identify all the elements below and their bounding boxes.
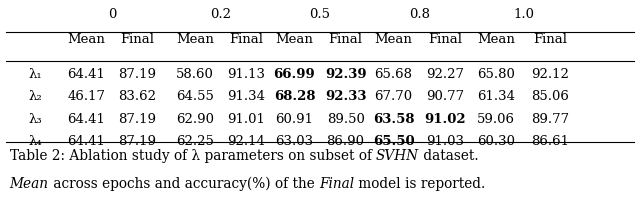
Text: 64.41: 64.41 (67, 68, 106, 81)
Text: 60.30: 60.30 (477, 135, 515, 148)
Text: 65.80: 65.80 (477, 68, 515, 81)
Text: Mean: Mean (10, 177, 49, 191)
Text: 91.02: 91.02 (424, 113, 466, 126)
Text: 64.41: 64.41 (67, 135, 106, 148)
Text: 90.77: 90.77 (426, 90, 464, 103)
Text: 87.19: 87.19 (118, 135, 157, 148)
Text: 83.62: 83.62 (118, 90, 157, 103)
Text: 89.50: 89.50 (326, 113, 365, 126)
Text: Final: Final (328, 34, 363, 46)
Text: Final: Final (120, 34, 155, 46)
Text: λ₂: λ₂ (29, 90, 42, 103)
Text: 92.39: 92.39 (324, 68, 367, 81)
Text: 58.60: 58.60 (176, 68, 214, 81)
Text: dataset.: dataset. (419, 149, 479, 163)
Text: 62.90: 62.90 (176, 113, 214, 126)
Text: 62.25: 62.25 (176, 135, 214, 148)
Text: λ₁: λ₁ (29, 68, 42, 81)
Text: 64.41: 64.41 (67, 113, 106, 126)
Text: 92.12: 92.12 (531, 68, 570, 81)
Text: Final: Final (229, 34, 264, 46)
Text: 0.2: 0.2 (211, 8, 231, 21)
Text: 86.61: 86.61 (531, 135, 570, 148)
Text: 60.91: 60.91 (275, 113, 314, 126)
Text: 65.68: 65.68 (374, 68, 413, 81)
Text: 87.19: 87.19 (118, 113, 157, 126)
Text: 92.14: 92.14 (227, 135, 266, 148)
Text: 0.5: 0.5 (310, 8, 330, 21)
Text: Mean: Mean (374, 34, 413, 46)
Text: 1.0: 1.0 (513, 8, 534, 21)
Text: Final: Final (533, 34, 568, 46)
Text: 65.50: 65.50 (372, 135, 415, 148)
Text: λ₃: λ₃ (29, 113, 42, 126)
Text: λ₄: λ₄ (29, 135, 42, 148)
Text: 67.70: 67.70 (374, 90, 413, 103)
Text: Mean: Mean (67, 34, 106, 46)
Text: 63.58: 63.58 (373, 113, 414, 126)
Text: 92.27: 92.27 (426, 68, 464, 81)
Text: Mean: Mean (176, 34, 214, 46)
Text: 91.34: 91.34 (227, 90, 266, 103)
Text: 66.99: 66.99 (273, 68, 316, 81)
Text: 64.55: 64.55 (176, 90, 214, 103)
Text: 0: 0 (108, 8, 116, 21)
Text: Table 2: Ablation study of λ parameters on subset of: Table 2: Ablation study of λ parameters … (10, 149, 376, 163)
Text: 46.17: 46.17 (67, 90, 106, 103)
Text: 63.03: 63.03 (275, 135, 314, 148)
Text: 0.8: 0.8 (409, 8, 429, 21)
Text: 91.01: 91.01 (227, 113, 266, 126)
Text: 87.19: 87.19 (118, 68, 157, 81)
Text: model is reported.: model is reported. (354, 177, 485, 191)
Text: SVHN: SVHN (376, 149, 419, 163)
Text: Mean: Mean (477, 34, 515, 46)
Text: Final: Final (319, 177, 354, 191)
Text: 86.90: 86.90 (326, 135, 365, 148)
Text: 89.77: 89.77 (531, 113, 570, 126)
Text: across epochs and accuracy(%) of the: across epochs and accuracy(%) of the (49, 177, 319, 191)
Text: 91.03: 91.03 (426, 135, 464, 148)
Text: 92.33: 92.33 (325, 90, 366, 103)
Text: 61.34: 61.34 (477, 90, 515, 103)
Text: 85.06: 85.06 (531, 90, 570, 103)
Text: 68.28: 68.28 (274, 90, 315, 103)
Text: 59.06: 59.06 (477, 113, 515, 126)
Text: Mean: Mean (275, 34, 314, 46)
Text: 91.13: 91.13 (227, 68, 266, 81)
Text: Final: Final (428, 34, 462, 46)
